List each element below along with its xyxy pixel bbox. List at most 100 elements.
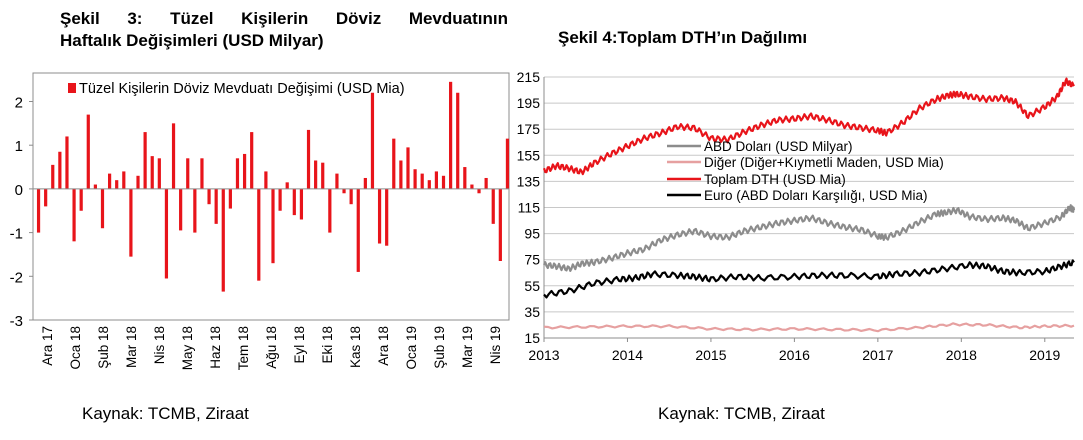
chart3-bar (271, 188, 275, 264)
chart3-x-tick-label: Eyl 18 (292, 326, 307, 364)
chart3-x-tick-label: Haz 18 (208, 326, 223, 369)
chart3-bar (484, 177, 488, 189)
chart4-y-tick-label: 195 (517, 95, 541, 111)
chart3-bar (100, 188, 105, 229)
chart3-bar (392, 138, 396, 189)
chart3-bar (328, 188, 332, 233)
chart4-x-tick-label: 2018 (946, 347, 977, 363)
chart3-bar (186, 158, 190, 189)
chart3-bar (449, 81, 453, 189)
chart4-x-tick-label: 2014 (612, 347, 643, 363)
chart4-series-line (543, 204, 1076, 272)
chart3-bar (65, 136, 69, 189)
chart3-bar (150, 156, 154, 189)
chart4-y-tick-label: 75 (524, 252, 540, 268)
chart4-source: Kaynak: TCMB, Ziraat (658, 404, 825, 423)
chart3-bar (129, 188, 133, 257)
chart3-bar (79, 188, 83, 211)
chart3-bar (157, 158, 161, 189)
chart3-bar (420, 173, 424, 189)
chart3-x-tick-label: Oca 19 (404, 326, 419, 370)
chart3-bar (498, 188, 502, 262)
chart4-legend-label: Diğer (Diğer+Kıymetli Maden, USD Mia) (704, 155, 944, 170)
chart3-bar (292, 188, 296, 216)
chart3-bar (342, 188, 346, 194)
chart4-y-tick-label: 35 (524, 304, 540, 320)
chart3-bar (122, 171, 126, 189)
chart3-x-tick-label: Ara 18 (376, 326, 391, 366)
chart3-bar (505, 138, 510, 189)
chart4-title: Şekil 4:Toplam DTH’ın Dağılımı (558, 28, 808, 47)
chart3-y-tick-label: -2 (10, 269, 23, 286)
chart4-legend-label: ABD Doları (USD Milyar) (704, 139, 853, 154)
chart3-x-tick-label: Şub 18 (96, 326, 111, 369)
chart3-bar (242, 153, 247, 189)
chart3-bar (370, 92, 375, 189)
chart4-y-tick-label: 55 (524, 278, 540, 294)
chart3-x-tick-label: Oca 18 (68, 326, 83, 370)
chart3-x-tick-label: Mar 18 (124, 326, 139, 368)
chart3-y-tick-label: -3 (10, 313, 23, 330)
chart4-y-tick-label: 155 (517, 147, 541, 163)
chart3-bar (86, 114, 90, 189)
chart3-bar (406, 147, 410, 189)
chart3-bar (115, 180, 119, 189)
chart3-bar (171, 123, 176, 189)
chart3-bar (399, 160, 403, 189)
chart4-series-line (543, 259, 1075, 299)
chart3-bar (44, 188, 48, 207)
chart3-bar (51, 164, 55, 189)
chart3-bar (250, 132, 254, 189)
chart3-bar (463, 167, 467, 189)
chart3-bar (470, 184, 474, 189)
chart3-x-tick-label: Ağu 18 (264, 326, 279, 369)
chart3-bar (278, 188, 282, 211)
chart4-x-tick-label: 2013 (528, 347, 559, 363)
chart3-bar (58, 151, 62, 189)
chart4-y-tick-label: 175 (517, 121, 541, 137)
chart3-bar (413, 169, 417, 189)
chart3-bar (349, 188, 353, 205)
chart3-x-tick-label: Şub 19 (432, 326, 447, 369)
chart3-source: Kaynak: TCMB, Ziraat (82, 404, 249, 423)
chart3-bar (214, 188, 218, 224)
chart3-x-tick-label: Tem 18 (236, 326, 251, 370)
chart4-y-tick-label: 115 (518, 200, 541, 216)
chart3-bar (377, 188, 382, 244)
chart3-bar (306, 129, 311, 189)
chart3-bar (299, 188, 304, 220)
chart3-bar (441, 175, 446, 189)
chart3-bar (164, 188, 169, 279)
chart3-bar (193, 188, 197, 233)
chart3-bar (107, 173, 112, 189)
chart3-bar (477, 188, 481, 194)
chart3-y-tick-label: 2 (15, 95, 23, 112)
chart3-bar (427, 180, 431, 189)
chart3-x-tick-label: May 18 (180, 326, 195, 370)
chart4-y-tick-label: 215 (517, 69, 541, 85)
chart4-y-tick-label: 95 (524, 226, 540, 242)
chart3-bar (456, 92, 460, 189)
chart3-bar (136, 175, 140, 189)
chart4-legend-label: Toplam DTH (USD Mia) (704, 172, 846, 187)
chart3-bar (335, 173, 339, 189)
chart3-x-tick-label: Kas 18 (348, 326, 363, 368)
chart3-y-tick-label: 1 (15, 138, 23, 155)
chart3-bar (179, 188, 183, 231)
chart4-x-tick-label: 2017 (862, 347, 893, 363)
chart3-bar (257, 188, 261, 281)
chart3-bar (200, 158, 204, 189)
chart4-series-line (543, 322, 1075, 333)
chart3-bar (93, 184, 97, 189)
chart3-title: Şekil 3: Tüzel Kişilerin Döviz Mevduatın… (60, 9, 508, 50)
chart3-bar (434, 171, 439, 189)
chart3-bar (36, 188, 41, 233)
chart3-bar (385, 188, 389, 246)
chart3-bar (321, 162, 325, 189)
chart3-bar (363, 177, 367, 189)
chart3-x-tick-label: Mar 19 (460, 326, 475, 368)
chart4-x-tick-label: 2015 (695, 347, 726, 363)
chart3-y-tick-label: -1 (10, 226, 23, 243)
chart3-bar (221, 188, 225, 292)
chart3-bar (228, 188, 232, 209)
